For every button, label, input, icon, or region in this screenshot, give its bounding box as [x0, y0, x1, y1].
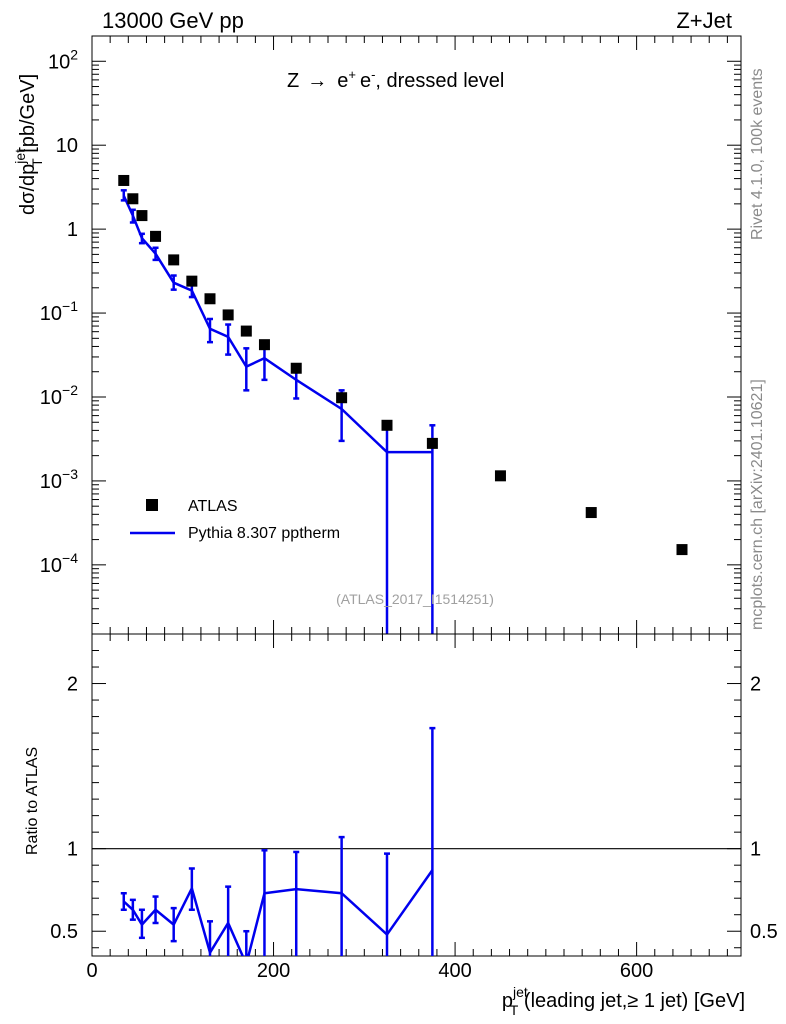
- x-tick-labels: 0 200 400 600: [86, 960, 653, 982]
- atlas-point: [168, 254, 180, 266]
- ratio-y-tick-labels: 2 2 1 1 0.5 0.5: [50, 674, 778, 944]
- y-tick-label: 1: [67, 219, 78, 241]
- legend-mc-label: Pythia 8.307 pptherm: [188, 525, 340, 542]
- atlas-point: [127, 193, 139, 205]
- ratio-y-tick-label: 2: [67, 674, 78, 696]
- legend: ATLAS Pythia 8.307 pptherm: [130, 498, 340, 542]
- atlas-point: [494, 470, 506, 482]
- main-title: Z → e+ e-, dressed level: [287, 67, 504, 92]
- ratio-y-tick-label: 0.5: [50, 921, 78, 943]
- y-tick-label: 10−4: [40, 550, 78, 577]
- atlas-series-main: [118, 174, 688, 556]
- mc-series-main: [120, 189, 436, 634]
- y-tick-label: 10: [56, 135, 78, 157]
- x-axis-label: pjet T (leading jet,≥ 1 jet) [GeV]: [502, 984, 745, 1018]
- header-right: Z+Jet: [676, 8, 732, 33]
- atlas-point: [676, 544, 688, 556]
- analysis-reference: (ATLAS_2017_I1514251): [336, 591, 494, 607]
- x-tick-label: 400: [438, 960, 471, 982]
- header-left: 13000 GeV pp: [102, 8, 244, 33]
- mc-series-ratio: [120, 726, 436, 956]
- ratio-y-tick-label-right: 0.5: [750, 921, 778, 943]
- atlas-point: [381, 419, 393, 431]
- legend-atlas-marker: [146, 499, 158, 511]
- ratio-y-tick-label-right: 2: [750, 674, 761, 696]
- y-tick-label: 10−2: [40, 382, 78, 409]
- y-tick-label: 10−3: [40, 466, 78, 493]
- atlas-point: [136, 210, 148, 222]
- atlas-point: [240, 325, 252, 337]
- x-tick-label: 200: [257, 960, 290, 982]
- atlas-point: [290, 362, 302, 374]
- main-y-label: dσ/dpjetT [pb/GeV]: [12, 74, 45, 215]
- mc-line: [122, 195, 433, 454]
- legend-atlas-label: ATLAS: [188, 498, 238, 515]
- ratio-y-label: Ratio to ATLAS: [24, 747, 41, 855]
- mcplots-label: mcplots.cern.ch [arXiv:2401.10621]: [749, 379, 766, 630]
- main-axis-ticks: [91, 35, 741, 634]
- main-y-tick-labels: 102 10 1 10−1 10−2 10−3 10−4: [40, 46, 78, 577]
- atlas-point: [585, 507, 597, 519]
- y-tick-label: 10−1: [40, 298, 78, 325]
- y-tick-label: 102: [48, 46, 78, 73]
- atlas-point: [258, 339, 270, 351]
- main-frame: [91, 35, 742, 635]
- x-tick-label: 600: [620, 960, 653, 982]
- ratio-line: [122, 869, 434, 956]
- ratio-y-tick-label: 1: [67, 839, 78, 861]
- x-tick-label: 0: [86, 960, 97, 982]
- ratio-frame: [91, 633, 742, 957]
- atlas-point: [186, 275, 198, 287]
- atlas-point: [336, 392, 348, 404]
- atlas-point: [150, 230, 162, 242]
- rivet-label: Rivet 4.1.0, 100k events: [749, 68, 766, 240]
- atlas-point: [118, 174, 130, 186]
- atlas-point: [204, 293, 216, 305]
- ratio-axis-ticks: [91, 633, 741, 956]
- ratio-y-tick-label-right: 1: [750, 839, 761, 861]
- atlas-point: [426, 437, 438, 449]
- atlas-point: [222, 309, 234, 321]
